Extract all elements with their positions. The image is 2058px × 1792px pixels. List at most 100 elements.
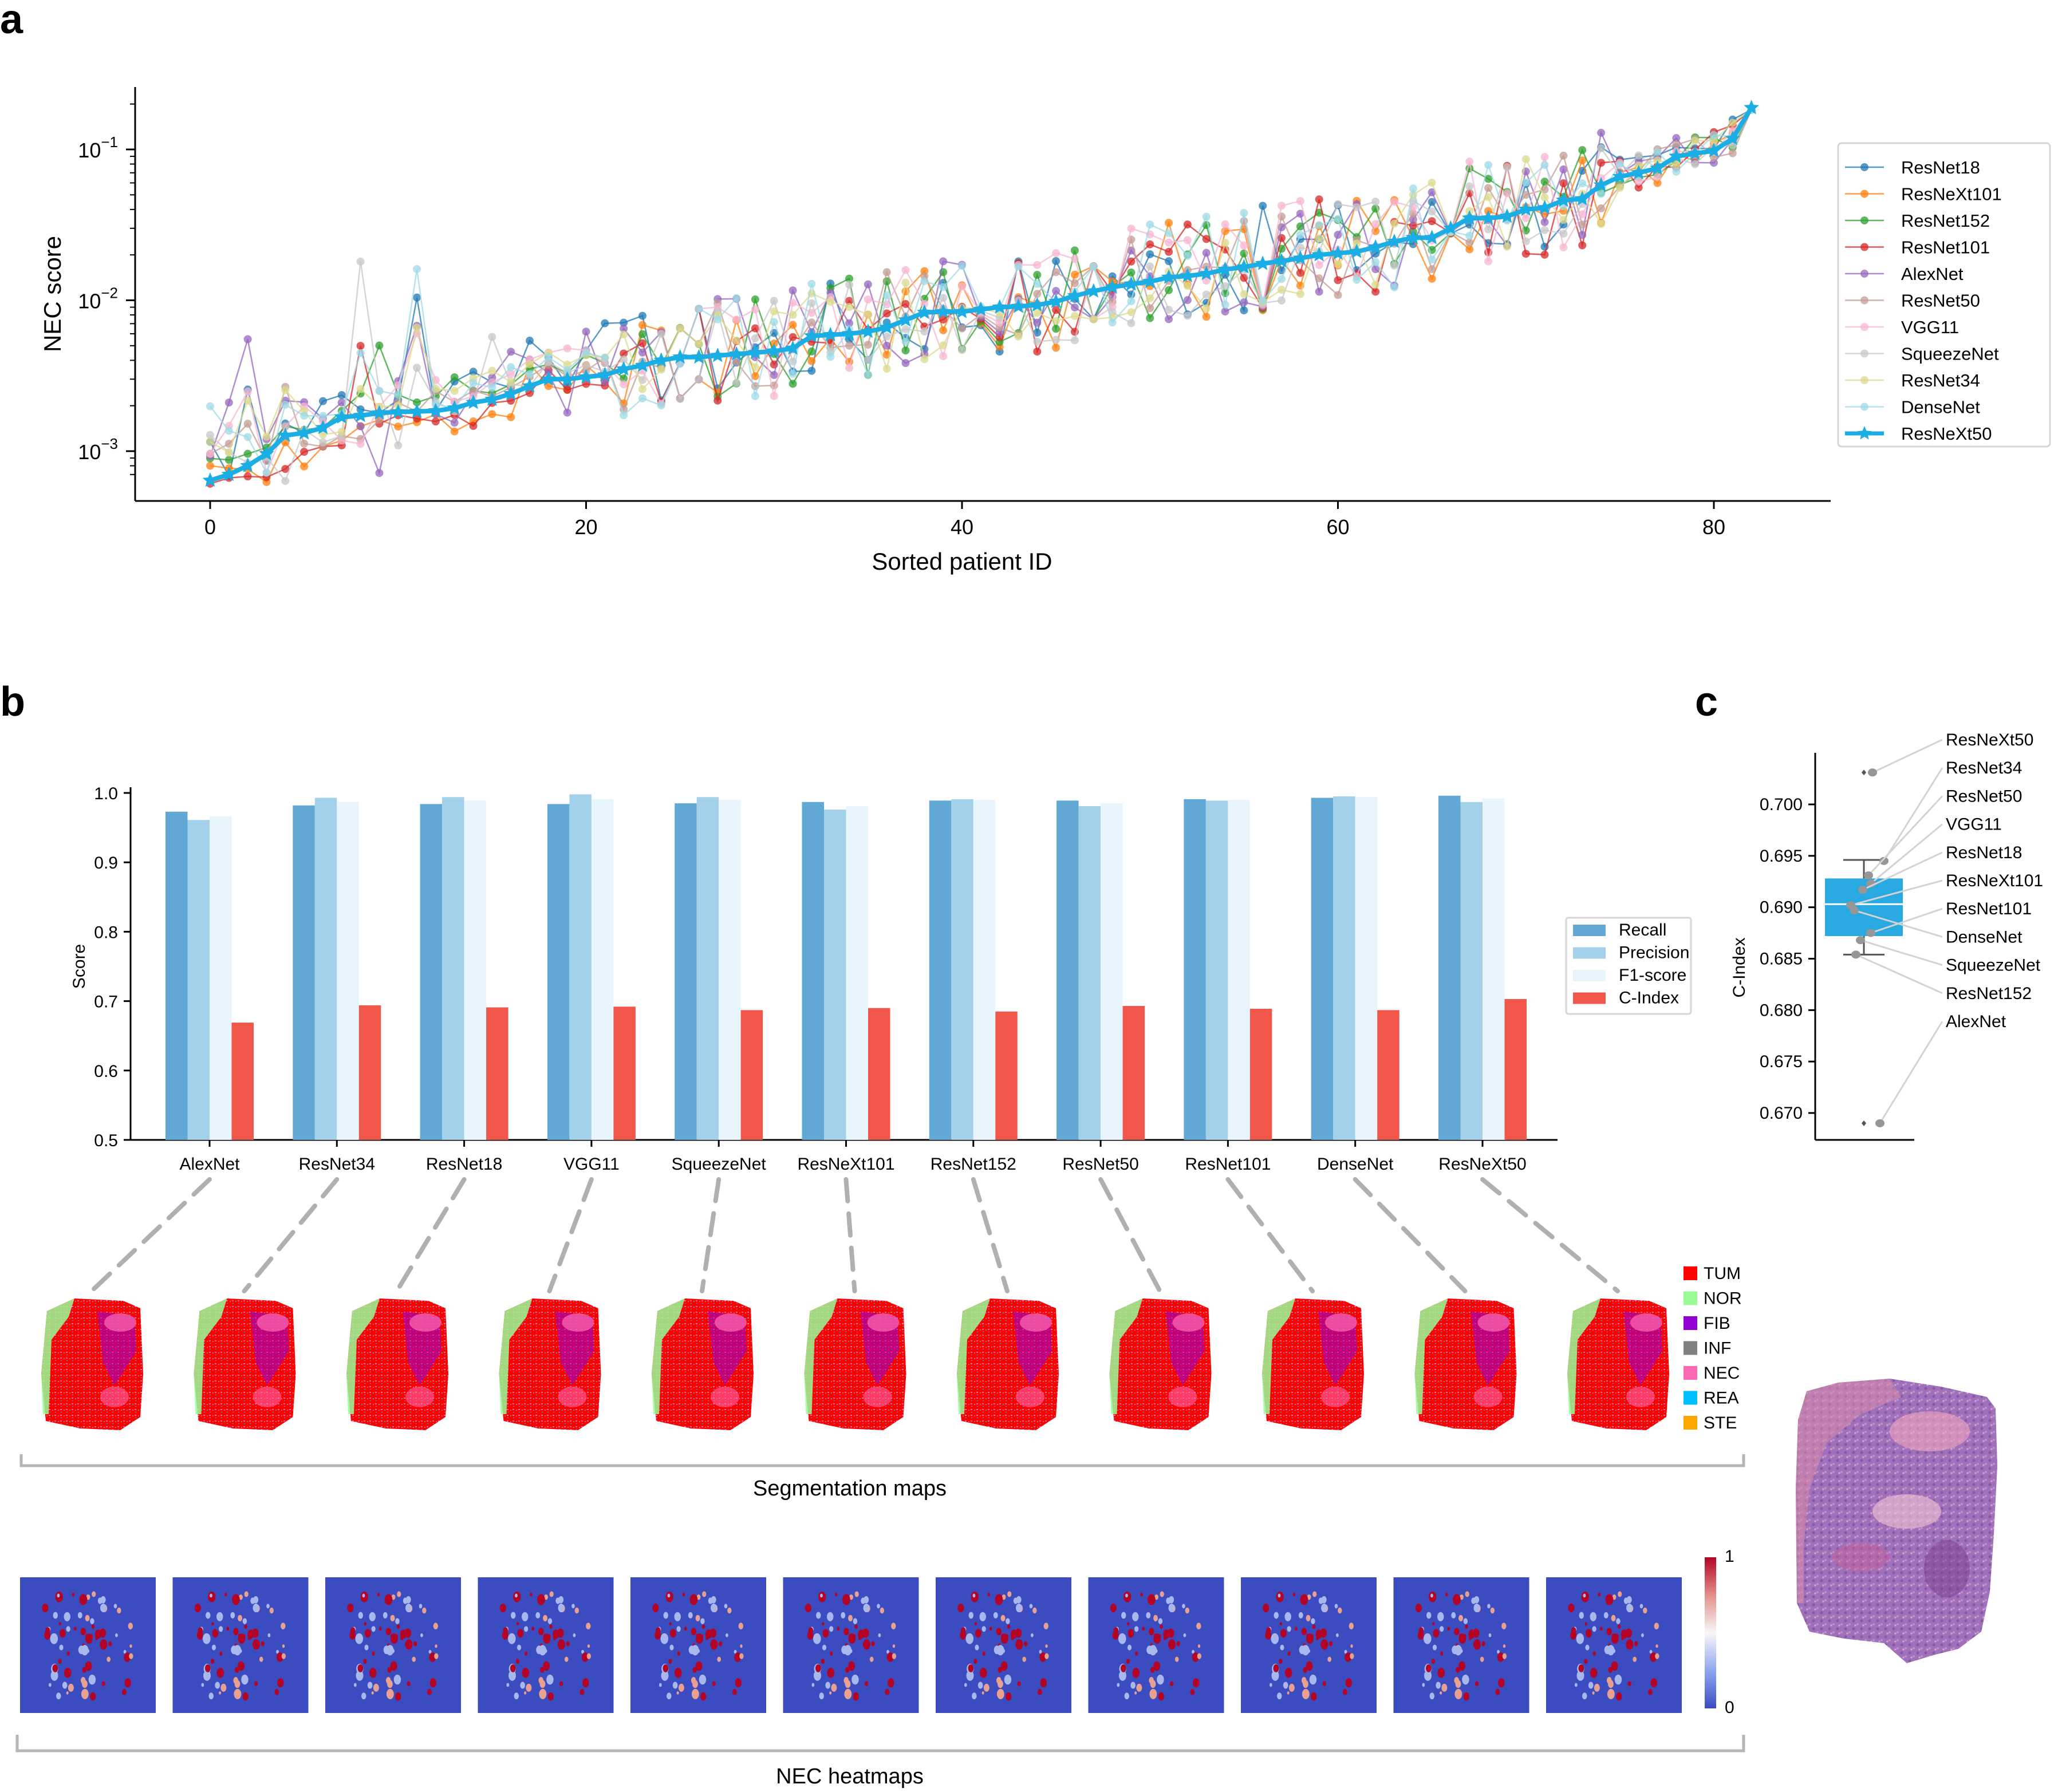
data-point	[1540, 185, 1549, 194]
heatmap-hotspot	[201, 1683, 204, 1687]
data-point	[1052, 287, 1060, 295]
data-point	[1033, 309, 1042, 317]
data-point	[1202, 304, 1211, 313]
heatmap-hotspot	[1454, 1645, 1462, 1656]
heatmap-hotspot	[1287, 1691, 1290, 1695]
heatmap-hotspot	[1574, 1683, 1578, 1687]
heatmap-hotspot	[1422, 1683, 1425, 1687]
data-point	[770, 297, 778, 305]
data-point	[1428, 274, 1436, 283]
data-point	[507, 363, 515, 372]
data-point	[206, 437, 214, 446]
heatmap-hotspot	[117, 1607, 121, 1614]
heatmap-hotspot	[1029, 1604, 1033, 1609]
legend-label: VGG11	[1901, 317, 1959, 337]
heatmap-hotspot	[677, 1651, 680, 1656]
labeled-point: SqueezeNet	[1856, 936, 2041, 975]
data-point	[375, 386, 384, 395]
data-point	[356, 342, 365, 350]
data-point	[1521, 214, 1530, 222]
heatmap-hotspot	[390, 1661, 397, 1671]
heatmap-hotspot	[59, 1644, 64, 1651]
heatmap-hotspot	[1634, 1641, 1638, 1647]
heatmap-hotspot	[1007, 1591, 1012, 1597]
data-point	[845, 341, 854, 350]
normal-region	[1567, 1298, 1600, 1414]
data-point	[826, 353, 835, 361]
heatmap-hotspot	[1611, 1661, 1618, 1671]
data-point-star	[353, 407, 368, 423]
x-tick-label: 0	[204, 515, 216, 539]
heatmap-hotspot	[86, 1594, 90, 1600]
data-point	[1014, 332, 1023, 341]
heatmap-hotspot	[355, 1633, 364, 1644]
heatmap-hotspot	[1321, 1603, 1327, 1613]
heatmap-hotspot	[238, 1661, 245, 1671]
heatmap-hotspot	[1639, 1604, 1643, 1609]
heatmap-hotspot	[216, 1668, 224, 1678]
data-point	[638, 339, 646, 348]
data-point-star	[1405, 230, 1421, 244]
bar-recall	[802, 802, 824, 1140]
data-point	[1315, 234, 1323, 243]
heatmap-hotspot	[1039, 1649, 1042, 1654]
heatmap-hotspot	[573, 1633, 576, 1637]
heatmap-hotspot	[854, 1591, 859, 1597]
data-point-star	[879, 319, 894, 334]
heatmap-hotspot	[194, 1603, 201, 1613]
heatmap-hotspot	[1432, 1622, 1435, 1626]
heatmap-hotspot	[543, 1633, 551, 1644]
heatmap-hotspot	[1149, 1645, 1157, 1656]
heatmap-hotspot	[1463, 1692, 1469, 1701]
heatmap-hotspot	[244, 1591, 249, 1597]
normal-region	[1109, 1298, 1143, 1414]
legend-swatch	[1573, 925, 1606, 936]
series-line	[210, 109, 1752, 461]
heatmap-hotspot	[1437, 1612, 1444, 1621]
y-tick-label: 0.695	[1760, 847, 1803, 866]
series-squeezenet	[206, 105, 1756, 485]
data-point	[413, 364, 421, 372]
data-point	[1183, 251, 1192, 260]
heatmap-hotspot	[1350, 1653, 1354, 1659]
heatmap-hotspot	[1302, 1645, 1310, 1656]
heatmap-bracket	[15, 1735, 1745, 1752]
data-point	[1033, 337, 1042, 346]
heatmap-hotspot	[539, 1680, 546, 1688]
data-point	[695, 375, 703, 384]
series-line	[210, 109, 1752, 485]
legend-label: SqueezeNet	[1901, 344, 1999, 364]
heatmap-hotspot	[1130, 1682, 1136, 1689]
segmentation-legend-item: INF	[1684, 1339, 1731, 1358]
heatmap-hotspot	[691, 1645, 699, 1656]
data-point-star	[616, 361, 632, 376]
data-point	[1653, 156, 1662, 164]
heatmap-hotspot	[1585, 1644, 1590, 1651]
data-point-star	[1424, 230, 1440, 244]
connector-line	[1098, 1177, 1162, 1293]
x-tick-label: ResNet34	[299, 1155, 375, 1174]
heatmap-hotspot	[113, 1604, 117, 1609]
normal-region	[194, 1298, 227, 1414]
data-point	[1052, 325, 1060, 333]
heatmap-hotspot	[205, 1664, 211, 1672]
heatmap-hotspot	[233, 1645, 241, 1656]
data-point	[281, 386, 290, 394]
wsi-image	[1796, 1379, 1997, 1663]
data-point	[1597, 204, 1606, 212]
heatmap-hotspot	[1454, 1688, 1462, 1699]
heatmap-hotspot	[48, 1683, 52, 1687]
data-point	[1033, 329, 1042, 337]
legend-item: ResNet34	[1845, 370, 1980, 390]
heatmap-hotspot	[1136, 1683, 1142, 1692]
heatmap-hotspot	[80, 1628, 86, 1636]
colorbar-max-label: 1	[1725, 1547, 1734, 1566]
heatmap-hotspot	[369, 1668, 377, 1678]
heatmap-hotspot	[1153, 1615, 1158, 1621]
heatmap-hotspot	[805, 1603, 811, 1613]
heatmap-hotspot	[1312, 1624, 1316, 1629]
heatmap-hotspot	[400, 1636, 404, 1641]
heatmap-hotspot	[1300, 1594, 1308, 1605]
heatmap-hotspot	[891, 1623, 896, 1629]
x-tick-label: SqueezeNet	[672, 1155, 767, 1174]
